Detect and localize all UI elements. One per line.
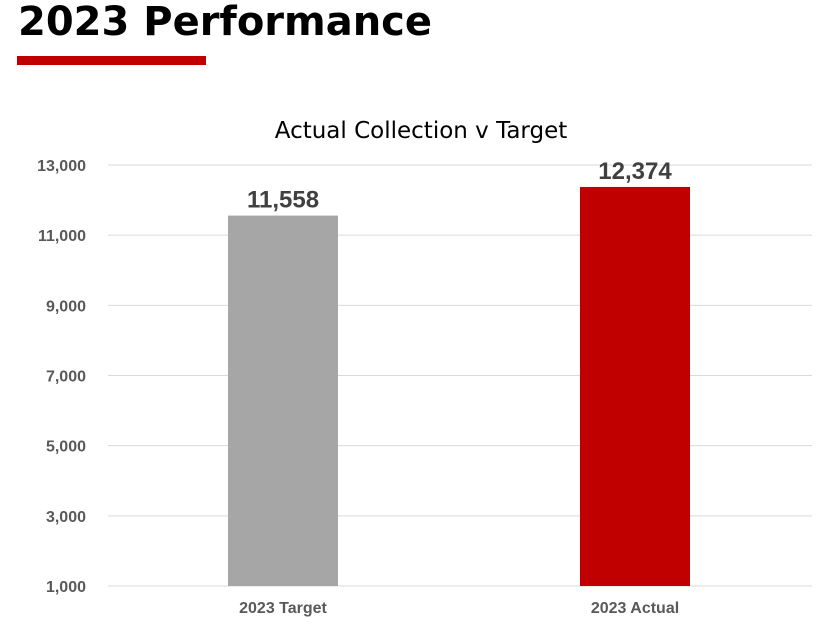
y-axis-ticks: 1,000 3,000 5,000 7,000 9,000 11,000 13,000 (37, 158, 86, 596)
x-tick-label: 2023 Actual (591, 600, 679, 617)
chart-title: Actual Collection v Target (275, 118, 568, 144)
bars (228, 186, 690, 587)
y-tick-label: 5,000 (46, 439, 86, 456)
data-label: 12,374 (598, 158, 672, 185)
data-labels: 11,558 12,374 (247, 158, 672, 214)
gridlines (108, 164, 812, 587)
y-tick-label: 1,000 (46, 579, 86, 596)
y-tick-label: 3,000 (46, 509, 86, 526)
bar-2023-actual (580, 186, 690, 587)
y-tick-label: 13,000 (37, 158, 86, 175)
y-tick-label: 9,000 (46, 298, 86, 315)
x-axis-ticks: 2023 Target 2023 Actual (239, 600, 679, 617)
bar-2023-target (228, 215, 338, 587)
y-tick-label: 7,000 (46, 369, 86, 386)
title-underline (17, 56, 206, 65)
page-title: 2023 Performance (18, 0, 433, 45)
x-tick-label: 2023 Target (239, 600, 327, 617)
y-tick-label: 11,000 (38, 228, 86, 245)
data-label: 11,558 (247, 187, 319, 214)
